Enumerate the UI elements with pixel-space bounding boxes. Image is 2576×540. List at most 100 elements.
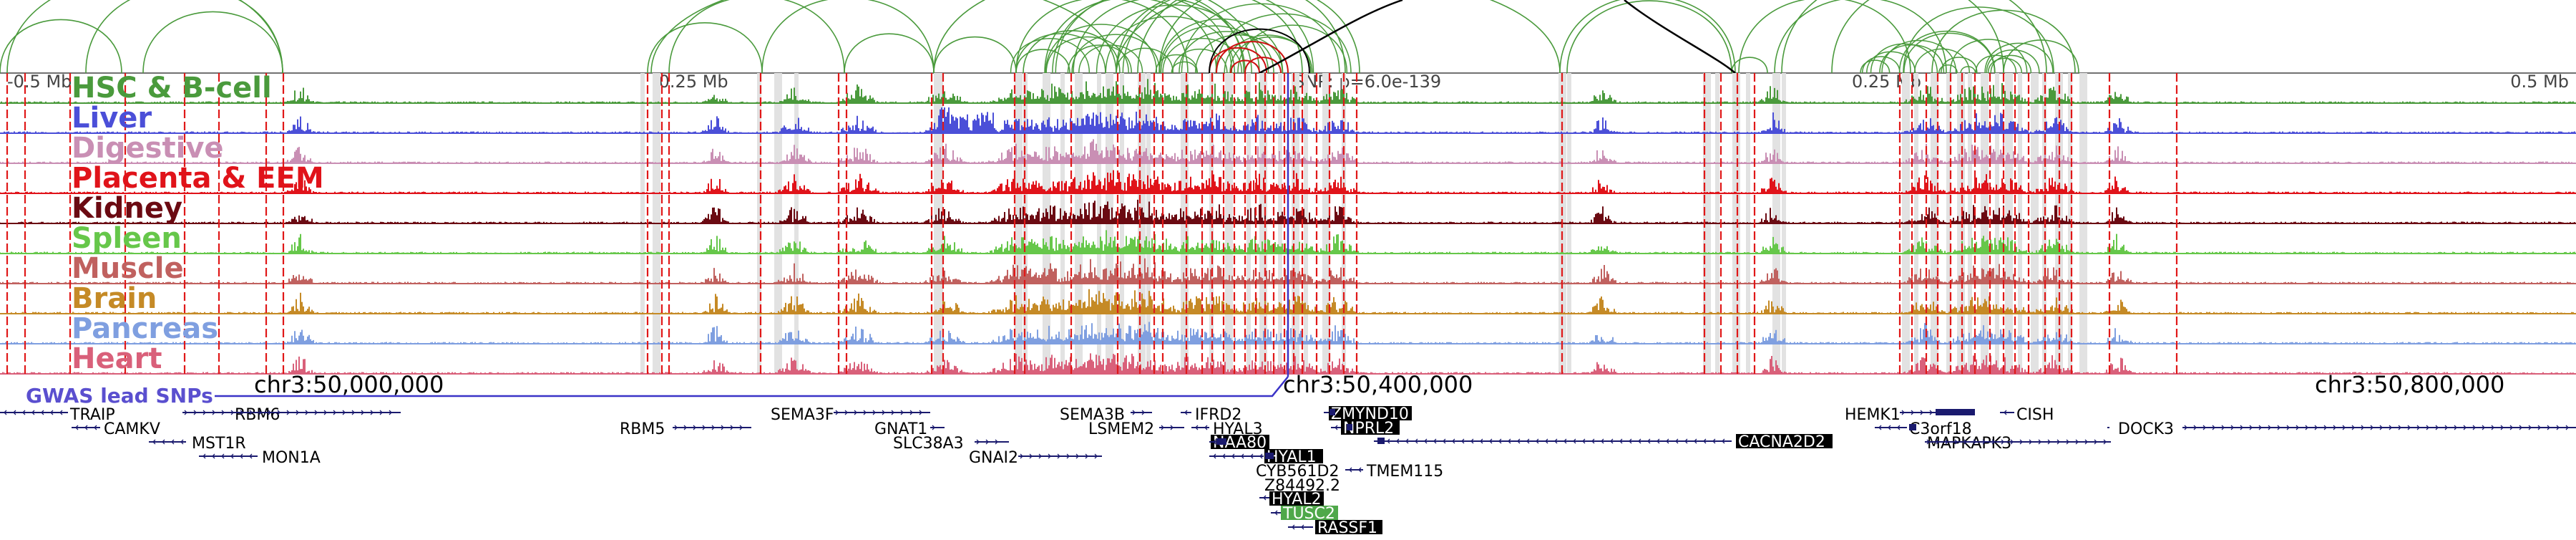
- gene-label-rassf1: RASSF1: [1317, 519, 1377, 537]
- loop-arc: [1010, 38, 1091, 74]
- strand-arrows: [152, 439, 184, 445]
- loop-arc: [1172, 49, 1228, 74]
- tissue-signal: [0, 322, 2575, 344]
- gwas-connector: [215, 376, 1289, 397]
- strand-arrows: [1195, 425, 1208, 430]
- track-labels: HSC & B-cell Liver Digestive Placenta & …: [72, 72, 324, 375]
- track-label-spleen: Spleen: [72, 222, 182, 255]
- loop-arc: [1045, 24, 1158, 74]
- loop-arc: [1229, 36, 1313, 74]
- strand-arrows: [835, 410, 922, 415]
- strand-arrows: [1132, 410, 1145, 415]
- gene-label-ifrd2: IFRD2: [1195, 406, 1241, 424]
- loop-arc: [1931, 9, 2076, 74]
- strand-arrows: [4, 410, 63, 415]
- loop-arc: [1244, 57, 1282, 74]
- gene-label-gnai2: GNAI2: [969, 449, 1018, 467]
- gene-highlight-box: [1264, 449, 1323, 463]
- loop-arc: [933, 0, 1260, 74]
- gene-highlight-box: [1315, 520, 1382, 534]
- strand-arrows: [1213, 453, 1263, 459]
- loop-arc: [1209, 28, 1310, 74]
- loop-arc: [1566, 0, 1732, 74]
- loop-arc: [1879, 44, 1945, 74]
- gene-label-tusc2: TUSC2: [1282, 505, 1335, 523]
- gene-highlight-box: [1281, 506, 1338, 520]
- loop-arc: [1181, 3, 1340, 74]
- strand-arrows: [1901, 410, 1933, 415]
- strand-arrows: [1263, 495, 1267, 501]
- loop-arc: [1903, 32, 1996, 74]
- gene-label-zmynd10: ZMYND10: [1331, 405, 1409, 423]
- strand-arrows: [674, 425, 743, 430]
- gene-label-hemk1: HEMK1: [1845, 406, 1901, 424]
- loop-arc: [1731, 57, 1768, 74]
- gene-label-gnat1: GNAT1: [874, 420, 927, 438]
- strand-arrows: [1349, 467, 1362, 473]
- gene-label-slc38a3: SLC38A3: [893, 435, 964, 453]
- loop-arc: [6, 0, 283, 74]
- loop-arc: [933, 36, 1017, 74]
- gene-label-cyb561d2: CYB561D2: [1256, 463, 1339, 481]
- strand-arrows: [1878, 425, 1901, 430]
- gene-highlight-box: [1329, 406, 1412, 420]
- coord-label: chr3:50,800,000: [2315, 371, 2504, 398]
- loop-arc: [1990, 54, 2032, 74]
- strand-arrows: [1161, 425, 1174, 430]
- loop-arc: [1015, 33, 1106, 74]
- chromatin-loop-arcs: [0, 0, 2079, 74]
- track-label-pancreas: Pancreas: [72, 312, 218, 345]
- ruler: -0.5 Mb -0.25 Mb 0.25 Mb 0.5 Mb SNP: p=6…: [0, 72, 2576, 92]
- loop-arc: [1160, 25, 1269, 74]
- track-label-brain: Brain: [72, 282, 157, 315]
- loop-arc: [1116, 0, 1303, 74]
- loop-arc: [1559, 0, 1736, 74]
- loop-arc: [647, 22, 763, 74]
- gene-label-rbm6: RBM6: [235, 406, 280, 424]
- gene-label-rbm5: RBM5: [620, 420, 665, 438]
- loop-arc: [1987, 57, 2023, 74]
- loop-arc: [1045, 36, 1129, 74]
- loop-arc: [1738, 0, 1911, 74]
- loop-arc: [1209, 47, 1267, 74]
- loop-arc: [1938, 64, 1958, 74]
- loop-arc: [1960, 66, 1976, 74]
- gene-label-cacna2d2: CACNA2D2: [1738, 433, 1825, 451]
- variant-markers: [6, 73, 2178, 374]
- loop-arc: [2003, 39, 2079, 74]
- loop-arc: [1052, 0, 1233, 74]
- gene-label-cish: CISH: [2016, 406, 2054, 424]
- loop-arc: [1158, 18, 1284, 74]
- track-label-heart: Heart: [72, 342, 162, 375]
- gene-highlight-box: [1269, 491, 1324, 506]
- gwas-track: GWAS lead SNPs chr3:50,000,000 chr3:50,4…: [26, 73, 2504, 408]
- loop-arc: [1116, 47, 1174, 74]
- strand-arrows: [75, 425, 97, 430]
- loop-arc: [1179, 31, 1274, 74]
- gene-exon: [1330, 409, 1335, 415]
- loop-arc: [1781, 0, 2004, 74]
- loop-arc: [1158, 0, 1360, 74]
- loop-arc: [1975, 54, 2017, 74]
- loop-arc: [1122, 0, 1314, 74]
- gene-label-mapkapk3: MAPKAPK3: [1927, 435, 2011, 453]
- loop-arc: [1215, 13, 1352, 74]
- gene-label-traip: TRAIP: [69, 406, 115, 424]
- loop-arc: [1259, 0, 1403, 74]
- strand-arrows: [1213, 439, 1216, 445]
- loop-arc: [1941, 57, 1978, 74]
- ruler-tick-label: -0.25 Mb: [653, 72, 728, 92]
- track-label-hsc: HSC & B-cell: [72, 72, 272, 105]
- loop-arc: [1624, 0, 1736, 74]
- ruler-tick-label: 0.5 Mb: [2510, 72, 2569, 92]
- gene-highlight-box: [1341, 420, 1400, 435]
- loop-arc: [85, 0, 283, 74]
- gene-label-sema3b: SEMA3B: [1060, 406, 1125, 424]
- gene-label-mst1r: MST1R: [192, 435, 246, 453]
- gene-label-hyal1: HYAL1: [1267, 448, 1317, 466]
- gene-label-c3orf18: C3orf18: [1909, 420, 1972, 438]
- loop-arc: [1230, 59, 1260, 74]
- loop-arc: [1096, 4, 1252, 74]
- loop-arc: [1067, 44, 1132, 74]
- strand-arrows: [184, 410, 392, 415]
